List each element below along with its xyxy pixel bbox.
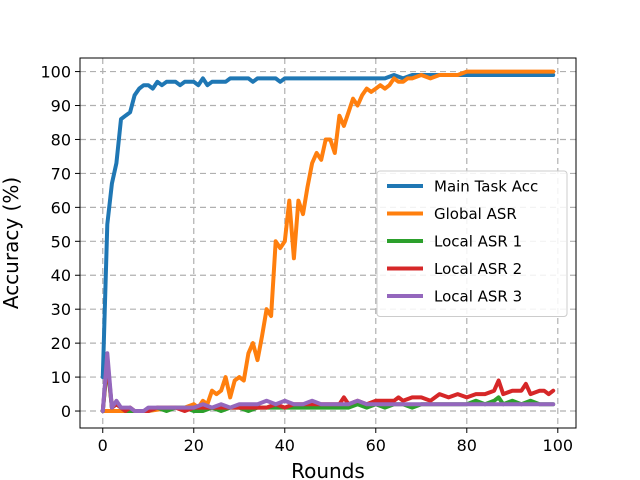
legend-label: Local ASR 3 [434, 288, 522, 306]
legend-label: Local ASR 2 [434, 260, 522, 278]
x-tick-label: 0 [98, 436, 108, 455]
y-tick-label: 40 [51, 266, 71, 285]
x-tick-label: 60 [366, 436, 386, 455]
y-tick-label: 100 [40, 63, 71, 82]
x-tick-label: 100 [543, 436, 574, 455]
y-axis-label: Accuracy (%) [0, 177, 23, 309]
legend-label: Main Task Acc [434, 178, 538, 196]
legend-box [376, 170, 568, 317]
x-axis-ticks: 0 20 40 60 80 100 [98, 428, 573, 455]
y-tick-label: 60 [51, 198, 71, 217]
y-tick-label: 50 [51, 232, 71, 251]
y-tick-label: 90 [51, 97, 71, 116]
y-tick-label: 80 [51, 130, 71, 149]
series-line-local-asr-3 [100, 351, 556, 413]
legend-label: Local ASR 1 [434, 233, 522, 251]
x-axis-label: Rounds [291, 459, 365, 480]
y-tick-label: 10 [51, 368, 71, 387]
y-tick-label: 0 [61, 402, 71, 421]
legend: Main Task Acc Global ASR Local ASR 1 Local … [376, 170, 568, 317]
x-tick-label: 40 [275, 436, 295, 455]
series-line-global-asr [100, 69, 556, 413]
y-axis-ticks: 0 10 20 30 40 50 60 70 80 90 100 [40, 63, 80, 421]
x-tick-label: 80 [457, 436, 477, 455]
series-lines [100, 69, 556, 413]
legend-label: Global ASR [434, 205, 517, 223]
y-tick-label: 70 [51, 164, 71, 183]
y-tick-label: 20 [51, 334, 71, 353]
y-tick-label: 30 [51, 300, 71, 319]
plot-frame [79, 57, 577, 429]
x-tick-label: 20 [184, 436, 204, 455]
